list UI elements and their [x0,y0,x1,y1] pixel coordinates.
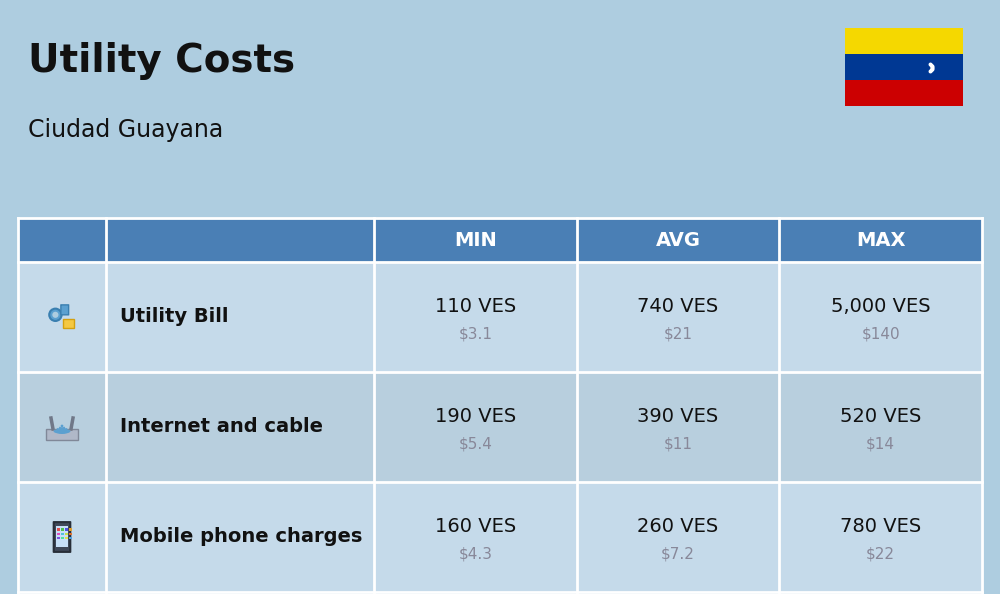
Bar [63,319,74,328]
Text: Utility Costs: Utility Costs [28,42,295,80]
Text: 740 VES: 740 VES [637,296,719,315]
Bar [374,482,577,592]
Bar [56,526,68,547]
Text: Ciudad Guayana: Ciudad Guayana [28,118,223,142]
Text: $22: $22 [866,546,895,561]
Text: 260 VES: 260 VES [637,517,719,536]
Circle shape [61,425,63,428]
Bar [779,482,982,592]
Bar [374,372,577,482]
Text: $14: $14 [866,437,895,451]
Bar [577,262,779,372]
Text: 160 VES: 160 VES [435,517,516,536]
Bar [577,482,779,592]
Text: 390 VES: 390 VES [637,406,719,425]
Bar [69,533,72,535]
Text: $7.2: $7.2 [661,546,695,561]
Bar [845,28,963,54]
Text: MAX: MAX [856,230,905,249]
Bar [779,218,982,262]
Bar [106,262,374,372]
Text: $3.1: $3.1 [458,327,492,342]
Text: AVG: AVG [656,230,700,249]
Bar [69,528,72,530]
Bar [46,429,78,440]
Text: $5.4: $5.4 [458,437,492,451]
Bar [57,528,60,530]
Text: Mobile phone charges: Mobile phone charges [120,527,362,546]
Bar [18,218,106,262]
Bar [779,372,982,482]
Bar [106,218,374,262]
Bar [69,537,72,539]
Text: $11: $11 [664,437,692,451]
Bar [845,54,963,80]
Bar [61,537,64,539]
Text: $4.3: $4.3 [458,546,492,561]
Text: MIN: MIN [454,230,497,249]
Bar [61,533,64,535]
Text: 110 VES: 110 VES [435,296,516,315]
Text: $140: $140 [861,327,900,342]
Circle shape [52,312,58,318]
Bar [65,537,68,539]
Text: Internet and cable: Internet and cable [120,418,323,437]
Bar [61,528,64,530]
Circle shape [49,309,62,321]
Text: Utility Bill: Utility Bill [120,308,228,327]
Bar [374,262,577,372]
Bar [65,533,68,535]
Bar [106,372,374,482]
Bar [577,218,779,262]
Bar [845,80,963,106]
Text: 5,000 VES: 5,000 VES [831,296,930,315]
Text: 190 VES: 190 VES [435,406,516,425]
Text: 520 VES: 520 VES [840,406,921,425]
FancyBboxPatch shape [54,522,70,552]
Bar [374,218,577,262]
FancyBboxPatch shape [61,305,69,315]
Bar [57,533,60,535]
Bar [779,262,982,372]
Text: $21: $21 [664,327,692,342]
Bar [18,262,106,372]
Bar [18,372,106,482]
Bar [57,537,60,539]
Bar [577,372,779,482]
Bar [106,482,374,592]
Bar [18,482,106,592]
Text: 780 VES: 780 VES [840,517,921,536]
Bar [65,528,68,530]
